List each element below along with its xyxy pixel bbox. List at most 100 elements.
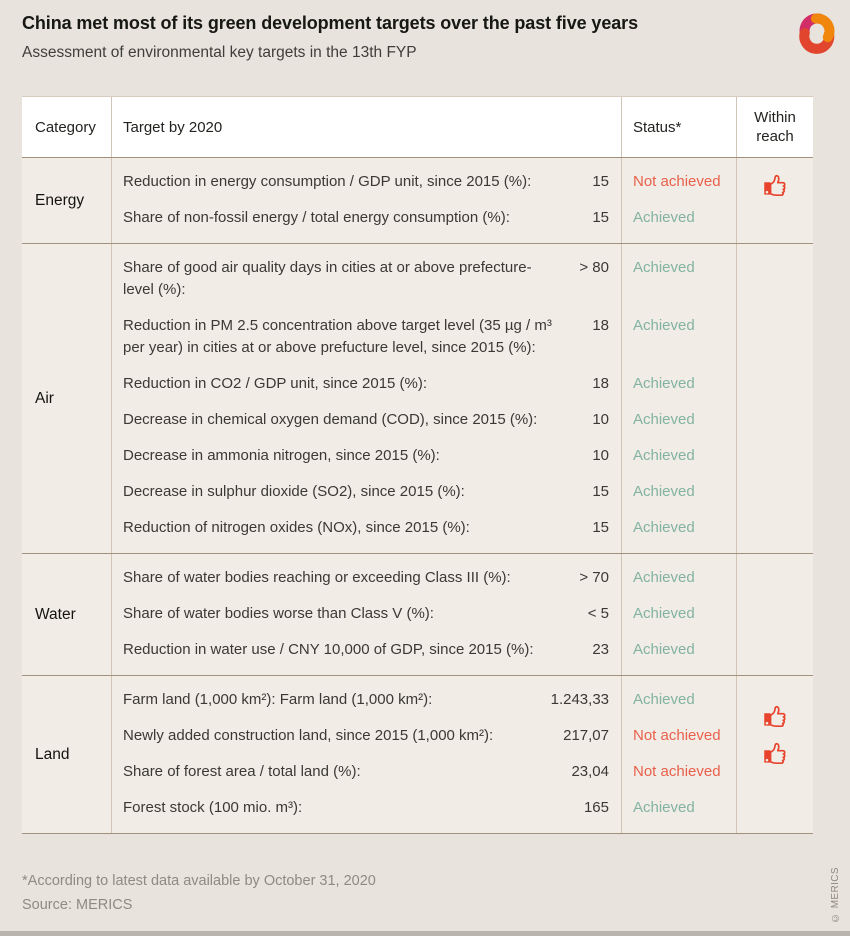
status-cell: Not achieved: [622, 158, 737, 200]
status-cell: Achieved: [622, 308, 737, 366]
status-text: Achieved: [633, 209, 695, 226]
status-cell: Achieved: [622, 790, 737, 833]
target-label: Share of forest area / total land (%):: [123, 763, 361, 780]
section-energy: Energy Reduction in energy consumption /…: [22, 158, 813, 244]
status-text: Achieved: [633, 375, 695, 392]
table-row: Reduction of nitrogen oxides (NOx), sinc…: [112, 510, 622, 553]
column-header-target: Target by 2020: [112, 97, 622, 157]
target-label: Decrease in ammonia nitrogen, since 2015…: [123, 447, 440, 464]
status-text: Achieved: [633, 411, 695, 428]
target-label: Reduction in CO2 / GDP unit, since 2015 …: [123, 375, 428, 392]
status-text: Achieved: [633, 799, 695, 816]
target-value: 165: [583, 799, 609, 816]
category-label: Energy: [22, 158, 112, 243]
status-cell: Achieved: [622, 402, 737, 438]
status-cell: Achieved: [622, 632, 737, 675]
target-label: Newly added construction land, since 201…: [123, 727, 494, 744]
target-label: Share of non-fossil energy / total energ…: [123, 209, 510, 226]
footer: *According to latest data available by O…: [22, 869, 376, 917]
table-row: Reduction in CO2 / GDP unit, since 2015 …: [112, 366, 622, 402]
target-value: 18: [592, 317, 609, 334]
status-cell: Achieved: [622, 554, 737, 596]
table-row: Decrease in chemical oxygen demand (COD)…: [112, 402, 622, 438]
target-label: Decrease in sulphur dioxide (SO2), since…: [123, 483, 465, 500]
target-value: 217,07: [563, 727, 609, 744]
copyright: © MERICS: [830, 867, 841, 923]
target-label: Farm land (1,000 km²): Farm land (1,000 …: [123, 691, 433, 708]
status-cell: Achieved: [622, 676, 737, 718]
category-label: Land: [22, 676, 112, 833]
within-reach-cell: [737, 158, 813, 200]
status-text: Not achieved: [633, 727, 721, 744]
target-value: 15: [592, 519, 609, 536]
status-text: Achieved: [633, 447, 695, 464]
table-row: Decrease in ammonia nitrogen, since 2015…: [112, 438, 622, 474]
table-row: Share of water bodies reaching or exceed…: [112, 554, 622, 596]
status-text: Achieved: [633, 641, 695, 658]
target-label: Reduction in water use / CNY 10,000 of G…: [123, 641, 534, 658]
table-row: Share of forest area / total land (%): 2…: [112, 754, 622, 790]
target-value: 23: [592, 641, 609, 658]
target-value: 18: [592, 375, 609, 392]
status-cell: Achieved: [622, 438, 737, 474]
target-label: Reduction in energy consumption / GDP un…: [123, 173, 532, 190]
status-text: Achieved: [633, 691, 695, 708]
target-value: 1.243,33: [550, 691, 609, 708]
target-label: Reduction in PM 2.5 concentration above …: [123, 317, 552, 356]
column-header-category: Category: [22, 97, 112, 157]
status-cell: Not achieved: [622, 718, 737, 754]
target-label: Decrease in chemical oxygen demand (COD)…: [123, 411, 538, 428]
status-cell: Achieved: [622, 596, 737, 632]
category-label: Water: [22, 554, 112, 675]
target-label: Forest stock (100 mio. m³):: [123, 799, 303, 816]
target-value: 15: [592, 483, 609, 500]
bottom-edge-bar: [0, 931, 850, 936]
table-row: Decrease in sulphur dioxide (SO2), since…: [112, 474, 622, 510]
status-text: Achieved: [633, 483, 695, 500]
table-row: Farm land (1,000 km²): Farm land (1,000 …: [112, 676, 622, 718]
within-reach-cell: [737, 676, 813, 833]
table-row: Forest stock (100 mio. m³): 165: [112, 790, 622, 833]
target-value: > 80: [579, 259, 609, 276]
status-cell: Achieved: [622, 366, 737, 402]
target-value: 15: [592, 173, 609, 190]
status-cell: Achieved: [622, 244, 737, 308]
table-header-row: Category Target by 2020 Status* Within r…: [22, 96, 813, 158]
target-value: > 70: [579, 569, 609, 586]
thumbs-up-icon: [762, 702, 789, 729]
target-value: < 5: [587, 605, 609, 622]
category-label: Air: [22, 244, 112, 553]
status-cell: Achieved: [622, 510, 737, 553]
status-text: Achieved: [633, 605, 695, 622]
footnote: *According to latest data available by O…: [22, 873, 376, 889]
status-cell: Achieved: [622, 200, 737, 243]
target-value: 10: [592, 411, 609, 428]
target-value: 10: [592, 447, 609, 464]
table-row: Reduction in PM 2.5 concentration above …: [112, 308, 622, 366]
merics-logo-icon: [799, 13, 835, 54]
status-text: Not achieved: [633, 763, 721, 780]
table-row: Share of good air quality days in cities…: [112, 244, 622, 308]
status-text: Achieved: [633, 519, 695, 536]
status-cell: Achieved: [622, 474, 737, 510]
status-text: Achieved: [633, 569, 695, 586]
section-air: Air Share of good air quality days in ci…: [22, 244, 813, 554]
target-value: 23,04: [571, 763, 609, 780]
table-row: Reduction in water use / CNY 10,000 of G…: [112, 632, 622, 675]
thumbs-up-icon: [762, 739, 789, 766]
target-value: 15: [592, 209, 609, 226]
table-row: Share of water bodies worse than Class V…: [112, 596, 622, 632]
target-label: Share of good air quality days in cities…: [123, 259, 532, 298]
column-header-within-reach: Within reach: [754, 109, 796, 145]
target-label: Share of water bodies reaching or exceed…: [123, 569, 511, 586]
status-text: Achieved: [633, 317, 695, 334]
status-text: Not achieved: [633, 173, 721, 190]
section-land: Land Farm land (1,000 km²): Farm land (1…: [22, 676, 813, 834]
page-title: China met most of its green development …: [22, 13, 638, 33]
table-row: Newly added construction land, since 201…: [112, 718, 622, 754]
section-water: Water Share of water bodies reaching or …: [22, 554, 813, 676]
source: Source: MERICS: [22, 897, 133, 913]
thumbs-up-icon: [762, 171, 789, 198]
column-header-status: Status*: [622, 97, 737, 157]
targets-table: Category Target by 2020 Status* Within r…: [22, 96, 813, 834]
